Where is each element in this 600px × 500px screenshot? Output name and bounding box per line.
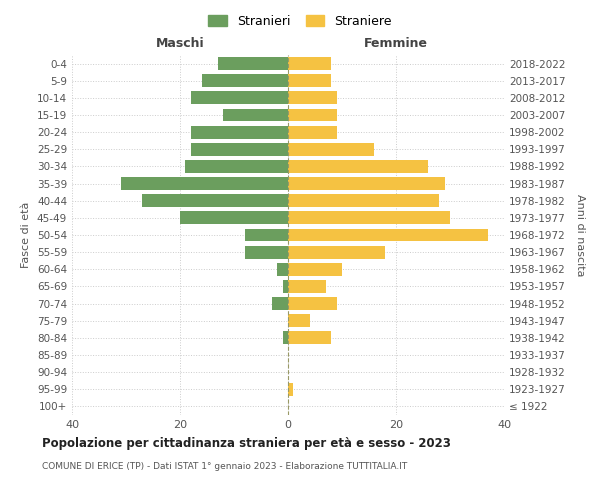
Bar: [288, 297, 337, 310]
Bar: [218, 57, 288, 70]
Bar: [223, 108, 288, 122]
Bar: [288, 263, 342, 276]
Bar: [288, 314, 310, 327]
Bar: [245, 246, 288, 258]
Bar: [202, 74, 288, 87]
Bar: [288, 194, 439, 207]
Legend: Stranieri, Straniere: Stranieri, Straniere: [205, 11, 395, 32]
Bar: [288, 57, 331, 70]
Text: Maschi: Maschi: [155, 37, 205, 50]
Bar: [185, 160, 288, 173]
Bar: [288, 160, 428, 173]
Bar: [245, 228, 288, 241]
Bar: [191, 92, 288, 104]
Bar: [283, 280, 288, 293]
Bar: [288, 246, 385, 258]
Bar: [191, 126, 288, 138]
Bar: [121, 177, 288, 190]
Bar: [288, 228, 488, 241]
Text: COMUNE DI ERICE (TP) - Dati ISTAT 1° gennaio 2023 - Elaborazione TUTTITALIA.IT: COMUNE DI ERICE (TP) - Dati ISTAT 1° gen…: [42, 462, 407, 471]
Bar: [277, 263, 288, 276]
Bar: [288, 383, 293, 396]
Bar: [288, 177, 445, 190]
Y-axis label: Anni di nascita: Anni di nascita: [575, 194, 585, 276]
Text: Popolazione per cittadinanza straniera per età e sesso - 2023: Popolazione per cittadinanza straniera p…: [42, 438, 451, 450]
Bar: [288, 126, 337, 138]
Bar: [288, 74, 331, 87]
Bar: [288, 92, 337, 104]
Bar: [283, 332, 288, 344]
Text: Femmine: Femmine: [364, 37, 428, 50]
Bar: [288, 108, 337, 122]
Bar: [288, 332, 331, 344]
Bar: [191, 143, 288, 156]
Y-axis label: Fasce di età: Fasce di età: [22, 202, 31, 268]
Bar: [288, 280, 326, 293]
Bar: [272, 297, 288, 310]
Bar: [142, 194, 288, 207]
Bar: [288, 143, 374, 156]
Bar: [288, 212, 450, 224]
Bar: [180, 212, 288, 224]
